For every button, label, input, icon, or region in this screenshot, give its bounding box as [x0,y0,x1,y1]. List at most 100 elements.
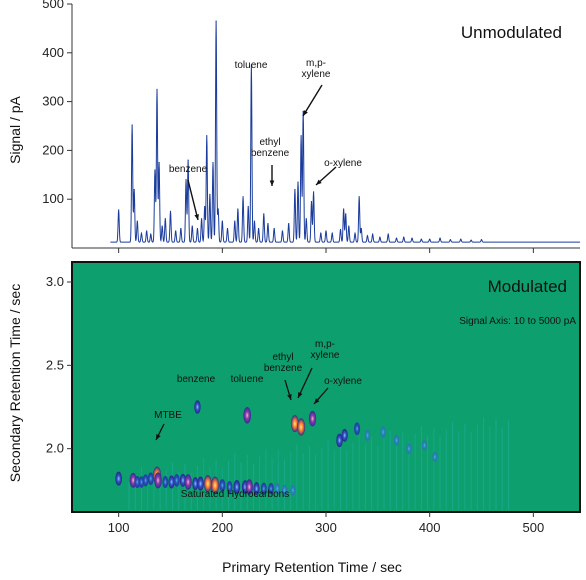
peak-point [310,201,313,203]
heatmap-streaks [128,417,509,510]
peak-markers [118,20,483,241]
heatmap-spot [173,474,180,487]
peak-annotation: m,p-xylene [302,58,331,80]
bottom-x-tick-label: 100 [108,520,130,535]
bottom-x-tick-label: 200 [211,520,233,535]
peak-point [212,162,214,164]
bottom-panel-title: Modulated [488,277,567,296]
peak-point [460,238,462,240]
spot-annotation: MTBE [154,410,182,421]
top-y-tick-label: 400 [42,45,64,60]
peak-point [294,188,296,191]
peak-point [480,239,483,241]
heatmap-spot [162,476,169,488]
top-y-tick-label: 300 [42,94,64,109]
peak-point [206,135,208,137]
peak-point [420,238,422,240]
peak-point [118,209,120,211]
heatmap-background [71,261,581,513]
peak-point [237,208,239,210]
peak-point [209,193,211,195]
top-y-tick-label: 200 [42,142,64,157]
peak-point [267,223,269,225]
heatmap-spot [134,476,141,488]
peak-point [196,227,199,230]
heatmap-spot [184,474,192,490]
heatmap-spot [233,480,241,494]
bottom-x-tick-label: 400 [419,520,441,535]
heatmap-spot [210,476,220,495]
arrow-head [194,214,199,220]
peak-point [288,223,290,225]
peak-point [429,238,431,240]
annotation-arrow [302,84,323,117]
peak-point [242,196,244,198]
peak-point [204,205,206,208]
peak-point [146,230,148,232]
top-annotations: benzene toluene ethyl benzene m,p-xylene o-xy… [118,20,483,241]
heatmap-spot [253,482,260,496]
heatmap-spot [245,479,253,495]
spot-annotation: o-xylene [324,376,362,387]
peak-point [360,227,362,230]
arrow-head [298,392,303,398]
top-y-tick-label: 100 [42,191,64,206]
peak-point [403,236,405,238]
peak-point [320,232,322,234]
heatmap-spot [393,435,400,446]
top-panel-title: Unmodulated [461,23,562,42]
peak-point [169,210,172,212]
peak-point [325,230,327,232]
peak-point [150,233,152,235]
arrow-head [287,394,292,400]
peak-point [180,227,182,230]
heatmap-spot [219,479,226,492]
peak-point [354,232,356,234]
peak-point [154,169,156,171]
peak-point [343,208,345,210]
annotation-arrow [187,179,199,221]
peak-point [250,64,252,66]
bottom-y-tick-label: 2.5 [46,357,64,372]
heatmap-spot [268,482,274,495]
spot-annotation: Saturated Hydrocarbons [181,489,289,500]
peak-point [136,220,138,222]
peak-point [200,218,203,220]
peak-point [156,88,158,90]
heatmap-spot [422,440,427,451]
top-y-axis-label: Signal / pA [7,95,23,163]
peak-point [221,220,223,222]
spot-annotation: ethyl benzene [264,352,303,374]
heatmap-spot [297,418,306,436]
peak-point [395,237,398,239]
modulated-panel: Secondary Retention Time / sec 2.0 2.5 3.0… [7,261,581,575]
heatmap-spot [194,400,201,414]
peak-point [331,232,333,234]
heatmap-spot [290,415,299,433]
bottom-x-tick-label: 300 [315,520,337,535]
peak-annotation: ethyl benzene [251,137,290,159]
peak-point [247,205,249,208]
x-axis-label: Primary Retention Time / sec [222,559,402,575]
heatmap-spot [115,471,122,486]
peak-point [300,135,302,137]
heatmap-spot [380,426,386,438]
peak-point [191,225,193,227]
peak-point [187,159,189,161]
peak-point [164,218,166,220]
peak-point [372,233,374,235]
heatmap-spot [203,475,212,493]
heatmap-spot [281,484,288,496]
heatmap-spot [142,474,149,487]
peak-point [439,237,441,239]
bottom-x-tick-label: 500 [522,520,544,535]
peak-point [366,235,369,237]
arrow-head [314,398,320,404]
heatmap-spot [226,481,233,493]
peak-point [258,227,260,230]
peak-annotation: benzene [169,164,208,175]
heatmap-spot [154,472,162,489]
